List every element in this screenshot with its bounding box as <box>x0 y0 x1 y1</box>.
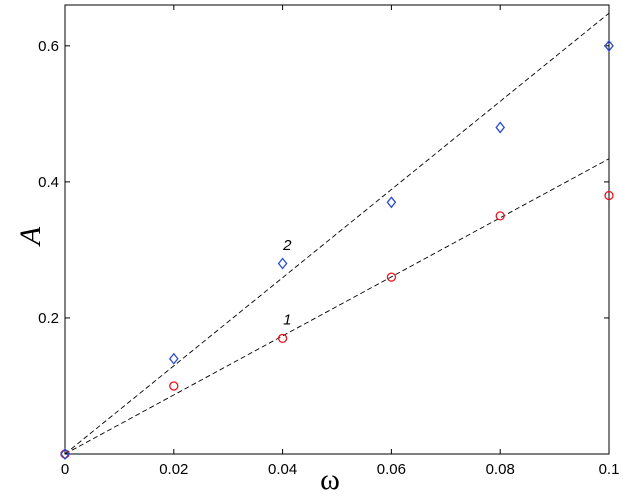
point-series-2 <box>604 39 614 52</box>
x-tick-label: 0.06 <box>377 461 406 478</box>
y-axis-label: A <box>14 226 47 247</box>
point-series-2 <box>60 447 70 461</box>
point-series-1 <box>495 211 505 221</box>
curve-label-1: 1 <box>283 312 291 329</box>
point-series-2 <box>495 121 506 134</box>
point-series-1 <box>169 381 179 391</box>
point-series-1 <box>604 190 614 201</box>
point-series-2 <box>277 257 288 270</box>
x-axis-label: ω <box>320 463 340 496</box>
y-tick-label: 0.6 <box>38 38 59 55</box>
curve-labels: 12 <box>282 237 292 329</box>
y-axis-ticks: 0.2 0.4 0.6 <box>38 38 609 327</box>
x-tick-label: 0.08 <box>486 461 515 478</box>
x-tick-label: 0.04 <box>268 461 297 478</box>
fit-line-2 <box>64 12 610 455</box>
point-series-2 <box>168 352 179 365</box>
data-markers <box>60 39 614 461</box>
x-tick-label: 0 <box>61 461 69 478</box>
plot-frame <box>64 4 610 455</box>
point-series-2 <box>386 196 397 209</box>
y-tick-label: 0.2 <box>38 310 59 327</box>
point-series-1 <box>386 272 397 282</box>
fit-lines <box>64 12 610 455</box>
x-tick-label: 0.02 <box>159 461 188 478</box>
curve-label-2: 2 <box>282 237 292 254</box>
y-tick-label: 0.4 <box>38 174 59 191</box>
x-axis-ticks: 0 0.02 0.04 0.06 0.08 0.1 <box>61 5 620 478</box>
x-tick-label: 0.1 <box>599 461 620 478</box>
fit-line-1 <box>64 158 610 455</box>
point-series-1 <box>277 333 288 343</box>
